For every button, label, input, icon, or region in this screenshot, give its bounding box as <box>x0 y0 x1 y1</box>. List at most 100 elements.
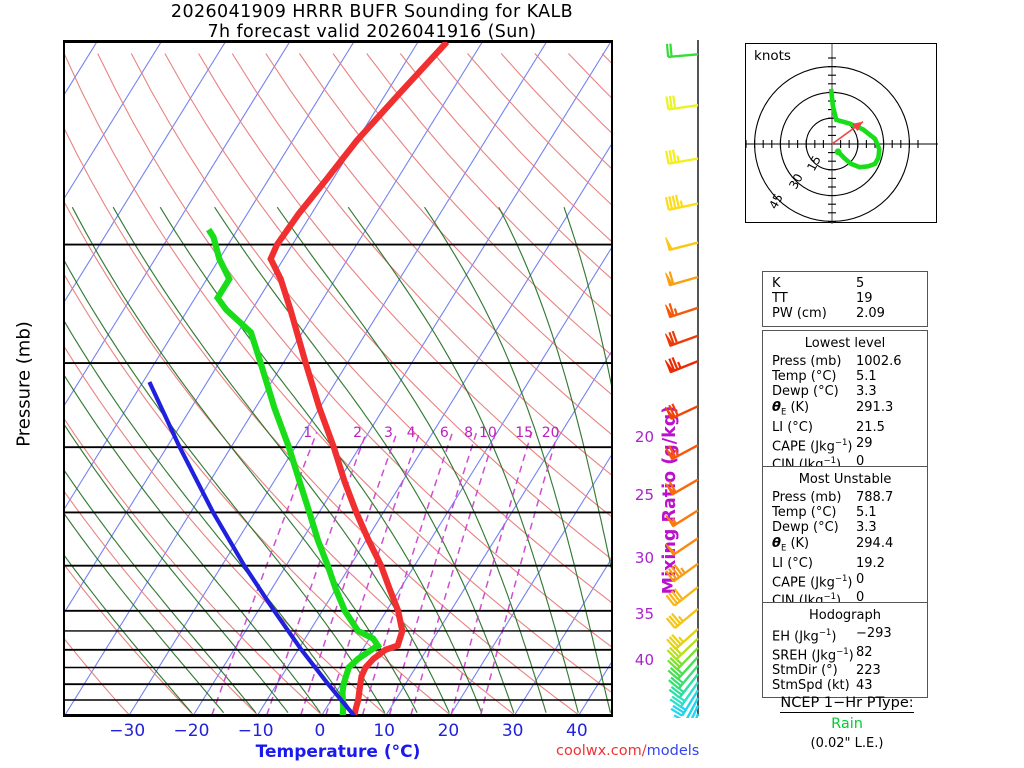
lowest-level-key: Temp (°C) <box>772 369 837 385</box>
lowest-level-row: Temp (°C) 5.1 <box>763 369 927 384</box>
lowest-level-value: 0 <box>856 454 865 470</box>
most-unstable-row: CAPE (Jkg−1) 0 <box>763 572 927 591</box>
wind-barb <box>665 95 699 111</box>
storm-motion-arrow <box>852 121 863 132</box>
index-row: TT 19 <box>763 291 927 306</box>
temperature-tick-label: 20 <box>437 721 460 741</box>
hodograph-stats-panel: Hodograph EH (Jkg−1) −293 SREH (Jkg−1) 82 Stm… <box>762 602 928 699</box>
index-key: TT <box>772 291 788 307</box>
wind-barb <box>665 303 699 319</box>
mixing-ratio-side-tick: 30 <box>634 549 654 567</box>
hodograph-stat-row: StmDir (°) 223 <box>763 663 927 678</box>
mixing-ratio-inline-label: 6 <box>439 424 449 441</box>
wind-barb <box>665 478 699 496</box>
most-unstable-value: 5.1 <box>856 505 877 521</box>
most-unstable-row: θE (K) 294.4 <box>763 536 927 557</box>
most-unstable-row: Press (mb) 788.7 <box>763 490 927 505</box>
hodograph-panel: knots 15 30 45 <box>738 26 946 231</box>
temperature-axis-title: Temperature (°C) <box>255 742 421 762</box>
most-unstable-value: 0 <box>856 571 865 587</box>
lowest-level-key: Press (mb) <box>772 354 842 369</box>
hodograph-stat-key: StmSpd (kt) <box>772 678 850 694</box>
temperature-tick-label: −20 <box>173 721 210 741</box>
index-value: 2.09 <box>856 306 885 322</box>
wind-barb <box>670 689 700 717</box>
lowest-level-key: θE (K) <box>772 399 810 418</box>
hodograph-stat-key: StmDir (°) <box>772 663 838 679</box>
hodograph-stat-row: EH (Jkg−1) −293 <box>763 626 927 645</box>
wind-barb <box>664 444 699 461</box>
wind-barb <box>665 149 699 165</box>
wind-barb <box>665 537 699 556</box>
lowest-level-row: Press (mb) 1002.6 <box>763 354 927 369</box>
lowest-level-key: CAPE (Jkg−1) <box>772 437 853 454</box>
mixing-ratio-inline-label: 2 <box>353 424 363 441</box>
hodograph-stat-row: StmSpd (kt) 43 <box>763 678 927 693</box>
lowest-level-panel: Lowest level Press (mb) 1002.6 Temp (°C) 5.1… <box>762 330 928 478</box>
index-key: K <box>772 276 781 291</box>
lowest-level-value: 5.1 <box>856 369 877 385</box>
most-unstable-row: Temp (°C) 5.1 <box>763 505 927 520</box>
lowest-level-key: LI (°C) <box>772 420 813 436</box>
hodograph-stat-value: −293 <box>856 626 892 641</box>
most-unstable-panel: Most Unstable Press (mb) 788.7 Temp (°C) 5.1… <box>762 466 928 614</box>
wind-barb <box>665 562 699 583</box>
pressure-axis-title: Pressure (mb) <box>13 321 35 447</box>
mixing-ratio-inline-label: 8 <box>464 424 474 441</box>
lowest-level-value: 29 <box>856 435 873 451</box>
temperature-tick-label: −30 <box>109 721 146 741</box>
lowest-level-value: 291.3 <box>856 399 894 415</box>
most-unstable-key: CAPE (Jkg−1) <box>772 573 853 590</box>
lowest-level-row: LI (°C) 21.5 <box>763 420 927 435</box>
wind-barb <box>665 236 699 252</box>
mixing-ratio-side-tick: 40 <box>634 651 654 669</box>
watermark-path: models <box>646 743 700 759</box>
wind-barb-panel <box>650 38 712 743</box>
most-unstable-key: Dewp (°C) <box>772 520 839 536</box>
hodograph-ring-label: 30 <box>786 171 806 191</box>
wind-barb <box>665 509 699 528</box>
mixing-ratio-inline-label: 15 <box>515 424 534 441</box>
wind-barb <box>665 586 699 607</box>
wind-barb <box>665 43 699 59</box>
most-unstable-value: 3.3 <box>856 520 877 536</box>
wind-barb <box>668 673 699 699</box>
hodograph-stat-value: 223 <box>856 663 881 679</box>
skewt-plot <box>63 40 613 717</box>
lowest-level-value: 3.3 <box>856 384 877 400</box>
hodograph-units-label: knots <box>754 48 791 64</box>
most-unstable-row: Dewp (°C) 3.3 <box>763 520 927 535</box>
mixing-ratio-inline-label: 20 <box>541 424 560 441</box>
hodograph-stat-value: 43 <box>856 678 873 694</box>
lowest-level-value: 21.5 <box>856 420 885 436</box>
hodograph-surface-point <box>834 148 842 156</box>
most-unstable-key: Press (mb) <box>772 490 842 505</box>
mixing-ratio-side-tick: 25 <box>634 486 654 504</box>
ptype-title: NCEP 1−Hr PType: <box>780 695 914 713</box>
wind-barb <box>664 330 699 348</box>
most-unstable-row: LI (°C) 19.2 <box>763 556 927 571</box>
most-unstable-value: 294.4 <box>856 535 894 551</box>
most-unstable-key: LI (°C) <box>772 556 813 572</box>
wind-barb <box>664 194 699 211</box>
hodograph-stat-row: SREH (Jkg−1) 82 <box>763 645 927 664</box>
index-key: PW (cm) <box>772 306 827 322</box>
wind-barb-canvas <box>664 40 700 743</box>
mixing-ratio-side-tick: 35 <box>634 605 654 623</box>
ptype-amount: (0.02" L.E.) <box>810 736 884 751</box>
index-row: PW (cm) 2.09 <box>763 306 927 321</box>
wind-barb <box>664 356 699 374</box>
most-unstable-value: 19.2 <box>856 556 885 572</box>
page-subtitle: 7h forecast valid 2026041916 (Sun) <box>207 22 537 42</box>
ptype-value: Rain <box>831 716 863 732</box>
hodograph-stat-key: EH (Jkg−1) <box>772 628 837 645</box>
mixing-ratio-inline-label: 1 <box>303 424 313 441</box>
lowest-level-heading: Lowest level <box>804 336 886 351</box>
temperature-tick-label: 40 <box>566 721 588 741</box>
wind-barb <box>665 271 699 287</box>
most-unstable-value: 0 <box>856 590 865 606</box>
mixing-ratio-side-tick: 20 <box>634 428 654 446</box>
temperature-tick-label: 0 <box>314 721 326 741</box>
